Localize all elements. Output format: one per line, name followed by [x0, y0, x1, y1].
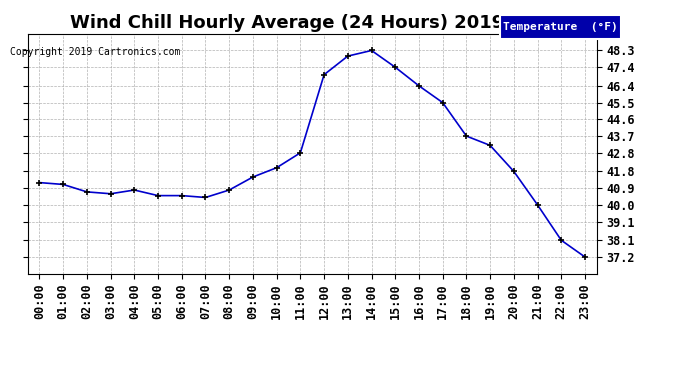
Title: Wind Chill Hourly Average (24 Hours) 20191104: Wind Chill Hourly Average (24 Hours) 201… [70, 14, 554, 32]
Text: Temperature  (°F): Temperature (°F) [503, 22, 618, 32]
Text: Copyright 2019 Cartronics.com: Copyright 2019 Cartronics.com [10, 47, 181, 57]
